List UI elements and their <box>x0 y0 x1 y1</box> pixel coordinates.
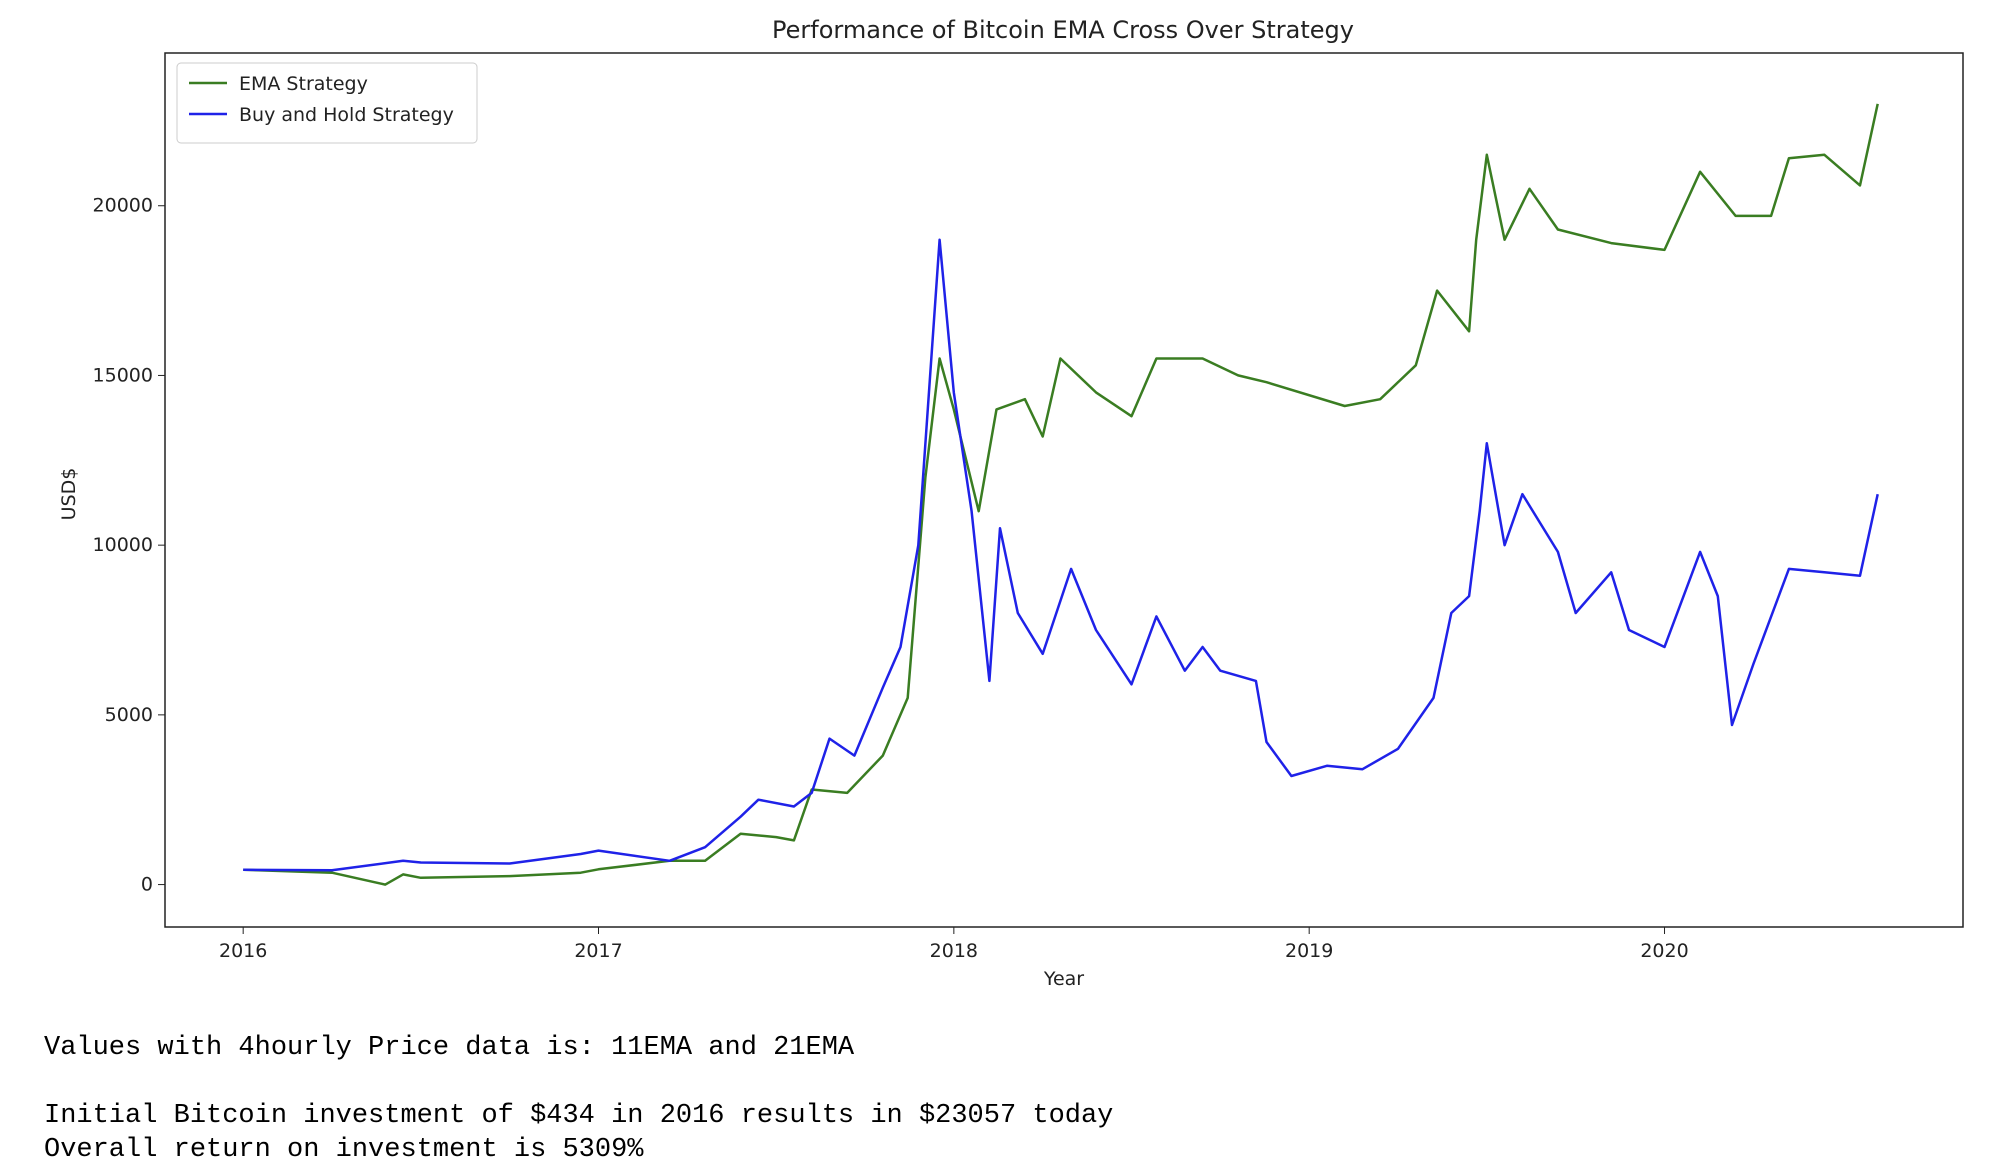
output-line: Values with 4hourly Price data is: 11EMA… <box>44 1033 855 1063</box>
y-tick-label: 5000 <box>105 704 153 726</box>
y-tick-label: 15000 <box>93 364 153 386</box>
series-line <box>243 238 1879 872</box>
chart-title: Performance of Bitcoin EMA Cross Over St… <box>772 16 1354 44</box>
y-tick-label: 0 <box>141 874 153 896</box>
legend-box <box>176 62 478 144</box>
legend-label: EMA Strategy <box>239 73 368 95</box>
x-tick-label: 2020 <box>1640 940 1688 962</box>
y-tick-label: 10000 <box>93 534 153 556</box>
x-tick-label: 2018 <box>930 940 978 962</box>
output-line: Initial Bitcoin investment of $434 in 20… <box>44 1101 1113 1131</box>
series-line <box>243 103 1879 886</box>
x-tick-label: 2017 <box>574 940 622 962</box>
x-axis-label: Year <box>1043 968 1084 990</box>
x-tick-label: 2016 <box>219 940 267 962</box>
output-line: Overall return on investment is 5309% <box>44 1135 644 1165</box>
plot-frame <box>164 52 1964 928</box>
y-tick-label: 20000 <box>93 195 153 217</box>
legend-label: Buy and Hold Strategy <box>239 104 454 126</box>
x-tick-label: 2019 <box>1285 940 1333 962</box>
y-axis-label: USD$ <box>58 468 80 521</box>
